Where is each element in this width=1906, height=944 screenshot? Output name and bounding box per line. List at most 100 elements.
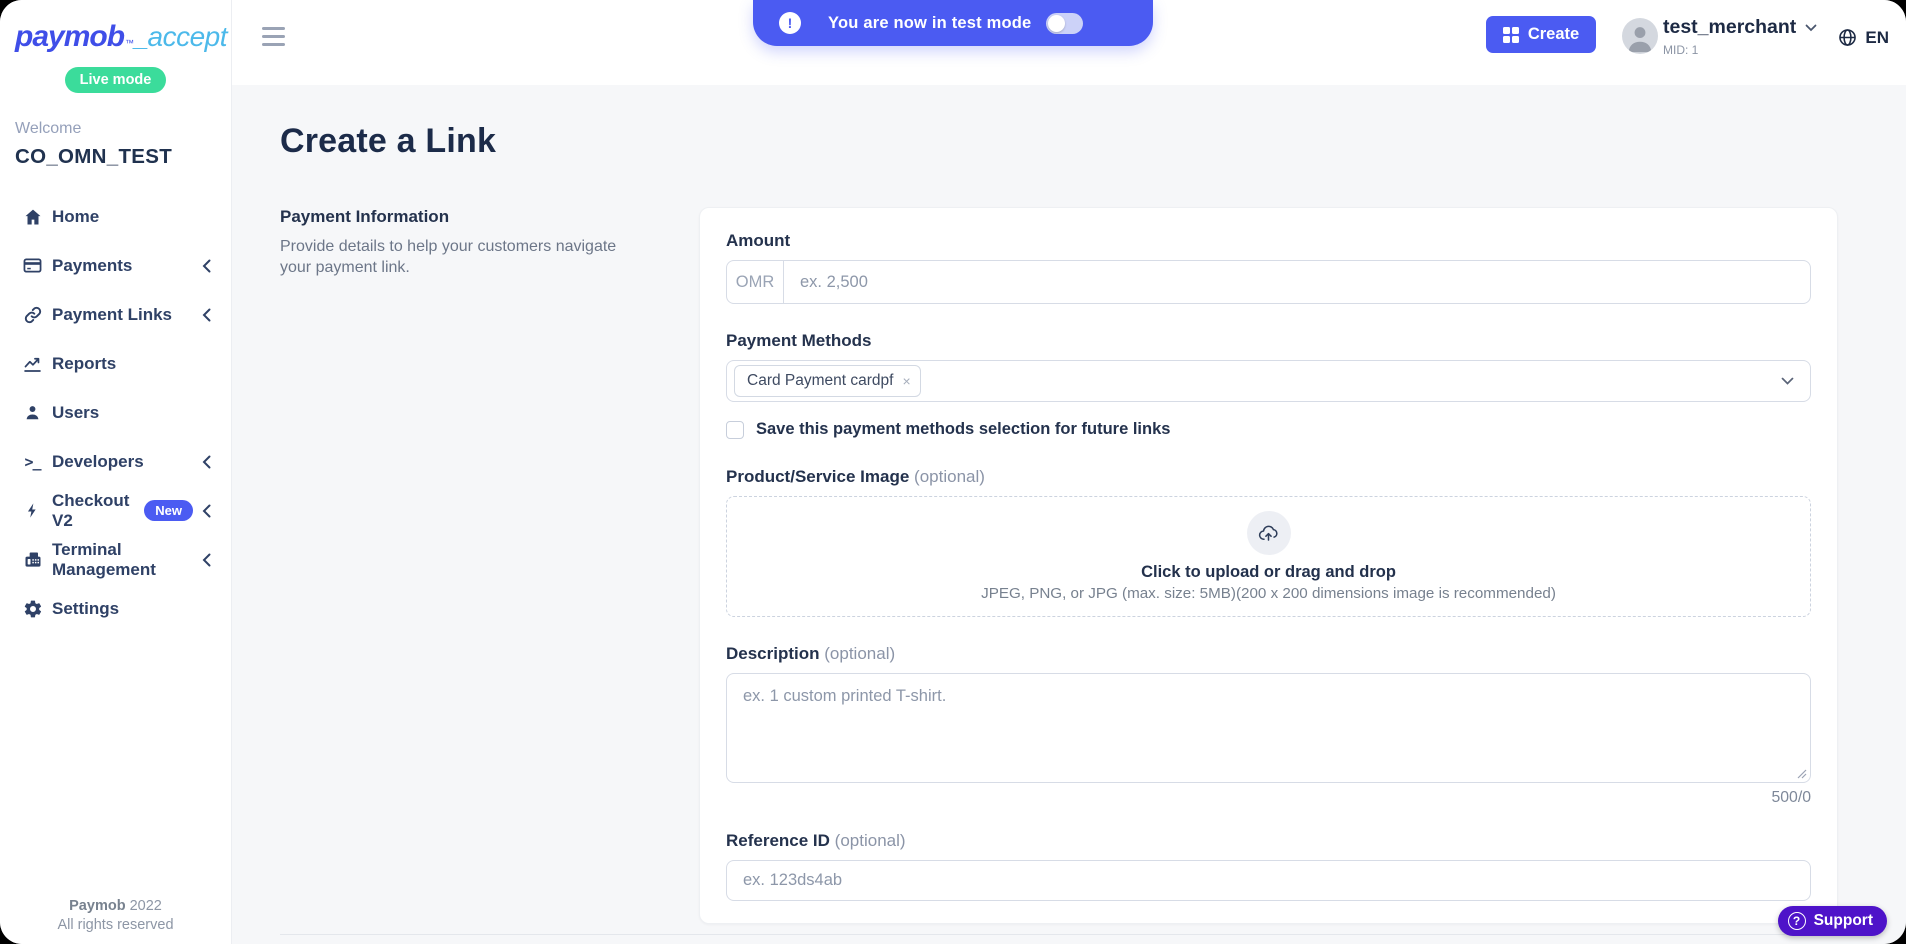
user-icon: [22, 402, 43, 423]
logo-separator: _: [134, 22, 149, 52]
sidebar-item-checkout-v2[interactable]: Checkout V2 New: [0, 486, 231, 535]
lightning-icon: [22, 500, 43, 521]
sidebar-item-label: Terminal Management: [52, 539, 156, 579]
alert-icon: !: [779, 12, 801, 34]
toggle-knob: [1048, 14, 1066, 32]
sidebar-item-users[interactable]: Users: [0, 388, 231, 437]
chart-icon: [22, 353, 43, 374]
live-mode-badge[interactable]: Live mode: [64, 67, 167, 93]
new-badge: New: [144, 500, 193, 521]
payment-form-card: Amount OMR Payment Methods Card Payment …: [699, 207, 1838, 924]
chevron-down-icon: [1805, 24, 1817, 32]
image-upload-dropzone[interactable]: Click to upload or drag and drop JPEG, P…: [726, 496, 1811, 617]
sidebar-item-label: Payments: [52, 255, 133, 275]
link-icon: [22, 304, 43, 325]
question-icon: ?: [1787, 912, 1806, 930]
sidebar-item-payments[interactable]: Payments: [0, 241, 231, 290]
save-methods-checkbox[interactable]: [726, 420, 744, 439]
save-methods-label: Save this payment methods selection for …: [756, 420, 1171, 438]
footer-brand: Paymob: [69, 898, 126, 915]
sidebar-item-label: Checkout V2: [52, 490, 130, 530]
amount-input[interactable]: [784, 261, 1810, 303]
language-selector[interactable]: EN: [1837, 27, 1889, 48]
grid-icon: [1502, 26, 1519, 43]
section-description: Provide details to help your customers n…: [280, 238, 617, 276]
sidebar: paymob™_accept Live mode Welcome CO_OMN_…: [0, 0, 232, 944]
reference-label: Reference ID (optional): [726, 831, 906, 850]
remove-chip-icon[interactable]: ×: [902, 373, 911, 389]
home-icon: [22, 206, 43, 227]
gear-icon: [22, 598, 43, 619]
paymob-logo[interactable]: paymob™_accept: [0, 0, 231, 54]
merchant-menu[interactable]: test_merchant MID: 1: [1663, 16, 1817, 57]
test-mode-text: You are now in test mode: [828, 13, 1032, 32]
footer-rights: All rights reserved: [57, 917, 174, 934]
sidebar-item-label: Settings: [52, 598, 120, 618]
support-label: Support: [1813, 912, 1873, 929]
char-counter: 500/0: [1771, 789, 1811, 806]
reference-input[interactable]: [726, 860, 1811, 901]
footer-divider: [280, 934, 1838, 935]
section-title: Payment Information: [280, 207, 450, 226]
optional-tag: (optional): [824, 644, 896, 663]
avatar[interactable]: [1622, 18, 1658, 54]
sidebar-nav: Home Payments Payment Links: [0, 192, 231, 633]
logo-primary: paymob: [15, 20, 125, 53]
chevron-left-icon: [202, 259, 211, 273]
sidebar-item-reports[interactable]: Reports: [0, 339, 231, 388]
amount-field: OMR: [726, 260, 1811, 304]
save-methods-row[interactable]: Save this payment methods selection for …: [726, 420, 1811, 439]
test-mode-banner: ! You are now in test mode: [753, 0, 1153, 46]
sidebar-item-label: Reports: [52, 353, 117, 373]
chevron-left-icon: [202, 455, 211, 469]
sidebar-item-settings[interactable]: Settings: [0, 584, 231, 633]
optional-tag: (optional): [834, 831, 906, 850]
logo-tm: ™: [125, 38, 135, 48]
create-button-label: Create: [1527, 25, 1580, 43]
upload-hint: JPEG, PNG, or JPG (max. size: 5MB)(200 x…: [981, 585, 1556, 602]
merchant-mid: MID: 1: [1663, 43, 1699, 57]
amount-label: Amount: [726, 231, 791, 250]
sidebar-item-label: Payment Links: [52, 304, 172, 324]
sidebar-item-label: Users: [52, 402, 100, 422]
language-code: EN: [1865, 27, 1889, 47]
footer-year: 2022: [125, 898, 162, 915]
description-textarea[interactable]: [726, 673, 1811, 783]
page-title: Create a Link: [280, 122, 497, 160]
section-intro: Payment Information Provide details to h…: [280, 207, 699, 278]
create-button[interactable]: Create: [1486, 16, 1596, 53]
sidebar-item-label: Home: [52, 206, 100, 226]
chevron-left-icon: [202, 504, 211, 518]
chevron-down-icon: [1781, 377, 1794, 385]
fax-icon: [22, 549, 43, 570]
upload-cta: Click to upload or drag and drop: [1141, 563, 1396, 581]
sidebar-footer: Paymob 2022 All rights reserved: [0, 898, 231, 934]
sidebar-item-terminal-management[interactable]: Terminal Management: [0, 535, 231, 584]
payment-methods-label: Payment Methods: [726, 331, 872, 350]
payment-method-chip: Card Payment cardpf ×: [734, 365, 921, 397]
terminal-icon: >_: [24, 452, 41, 471]
chevron-left-icon: [202, 308, 211, 322]
chip-label: Card Payment cardpf: [747, 372, 894, 389]
logo-secondary: accept: [147, 21, 228, 52]
main-content: Create a Link Payment Information Provid…: [231, 85, 1906, 944]
currency-prefix: OMR: [727, 261, 784, 303]
test-mode-toggle[interactable]: [1046, 12, 1084, 34]
support-button[interactable]: ? Support: [1777, 906, 1887, 936]
merchant-name: test_merchant: [1663, 16, 1797, 38]
sidebar-item-home[interactable]: Home: [0, 192, 231, 241]
payment-methods-select[interactable]: Card Payment cardpf ×: [726, 360, 1811, 402]
sidebar-item-payment-links[interactable]: Payment Links: [0, 290, 231, 339]
sidebar-item-developers[interactable]: >_ Developers: [0, 437, 231, 486]
globe-icon: [1837, 27, 1858, 48]
sidebar-merchant-name: CO_OMN_TEST: [15, 145, 173, 168]
chevron-left-icon: [202, 553, 211, 567]
sidebar-item-label: Developers: [52, 451, 144, 471]
hamburger-menu-icon[interactable]: [262, 27, 285, 46]
cloud-upload-icon: [1246, 511, 1291, 555]
credit-card-icon: [22, 255, 43, 276]
optional-tag: (optional): [914, 467, 985, 486]
description-label: Description (optional): [726, 644, 896, 663]
image-label: Product/Service Image (optional): [726, 467, 985, 486]
